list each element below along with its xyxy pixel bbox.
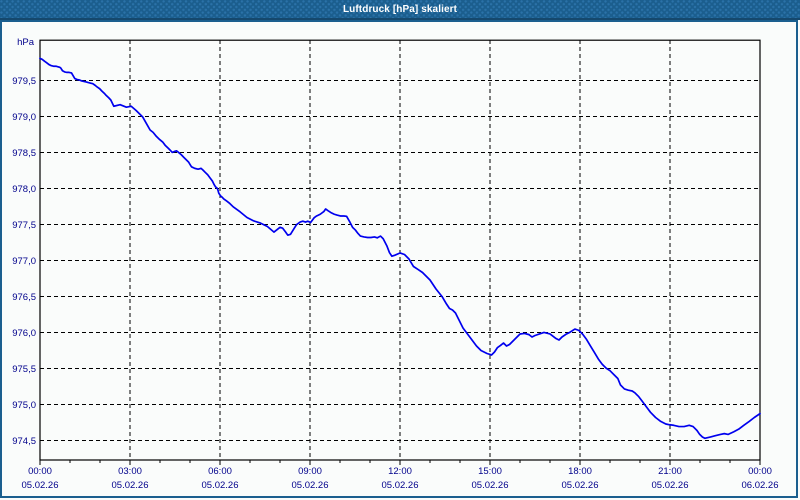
svg-text:976,0: 976,0 (12, 328, 36, 339)
svg-text:18:00: 18:00 (568, 466, 592, 477)
svg-text:05.02.26: 05.02.26 (382, 480, 419, 491)
svg-text:978,0: 978,0 (12, 184, 36, 195)
svg-text:976,5: 976,5 (12, 292, 36, 303)
svg-text:03:00: 03:00 (118, 466, 142, 477)
svg-text:05.02.26: 05.02.26 (202, 480, 239, 491)
svg-text:05.02.26: 05.02.26 (472, 480, 509, 491)
svg-text:06.02.26: 06.02.26 (742, 480, 779, 491)
svg-text:00:00: 00:00 (28, 466, 52, 477)
svg-text:05.02.26: 05.02.26 (292, 480, 329, 491)
svg-text:hPa: hPa (17, 37, 35, 48)
svg-text:05.02.26: 05.02.26 (112, 480, 149, 491)
svg-text:975,0: 975,0 (12, 400, 36, 411)
svg-text:15:00: 15:00 (478, 466, 502, 477)
svg-text:12:00: 12:00 (388, 466, 412, 477)
svg-text:978,5: 978,5 (12, 148, 36, 159)
svg-text:977,0: 977,0 (12, 256, 36, 267)
svg-text:09:00: 09:00 (298, 466, 322, 477)
svg-text:00:00: 00:00 (748, 466, 772, 477)
svg-text:05.02.26: 05.02.26 (562, 480, 599, 491)
svg-text:974,5: 974,5 (12, 436, 36, 447)
svg-text:05.02.26: 05.02.26 (22, 480, 59, 491)
svg-text:979,5: 979,5 (12, 76, 36, 87)
svg-text:979,0: 979,0 (12, 112, 36, 123)
svg-text:05.02.26: 05.02.26 (652, 480, 689, 491)
svg-text:975,5: 975,5 (12, 364, 36, 375)
svg-text:977,5: 977,5 (12, 220, 36, 231)
svg-text:06:00: 06:00 (208, 466, 232, 477)
svg-text:21:00: 21:00 (658, 466, 682, 477)
